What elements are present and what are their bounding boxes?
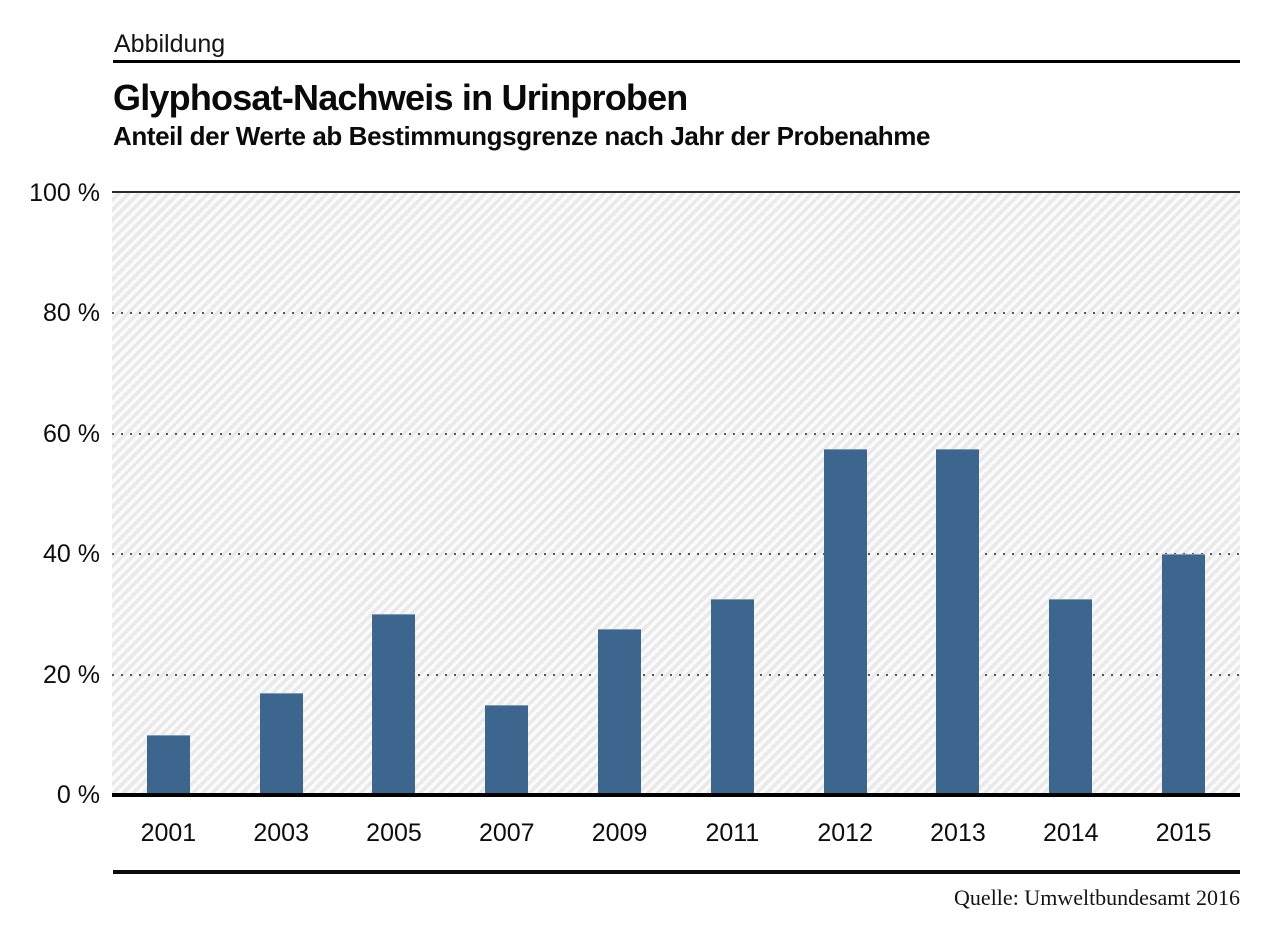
bar-series: 2001 2003 2005 2007 2009 2011 2012 2013 2014 2015 — [112, 193, 1240, 847]
bar-slot-2014: 2014 — [1014, 193, 1127, 847]
x-tick-label-2012: 2012 — [817, 819, 873, 847]
gridline-80-percent — [112, 312, 1240, 315]
y-tick-label-100: 100 % — [29, 179, 100, 207]
bar-2007 — [485, 704, 529, 795]
y-tick-label-40: 40 % — [43, 540, 100, 569]
x-tick-label-2015: 2015 — [1155, 819, 1212, 847]
x-tick-label-2009: 2009 — [591, 819, 648, 847]
footer-rule — [113, 870, 1240, 874]
y-tick-label-80: 80 % — [43, 299, 100, 328]
gridline-100-percent — [112, 191, 1240, 193]
bar-slot-2001: 2001 — [112, 193, 225, 847]
kicker-rule — [113, 60, 1240, 63]
gridline-60-percent — [112, 432, 1240, 435]
y-tick-label-20: 20 % — [43, 660, 100, 689]
bar-2014 — [1049, 599, 1093, 795]
bar-slot-2013: 2013 — [902, 193, 1015, 847]
bar-2001 — [146, 734, 190, 795]
source-credit: Quelle: Umweltbundesamt 2016 — [954, 885, 1240, 910]
x-tick-label-2007: 2007 — [478, 819, 535, 847]
bar-2009 — [598, 629, 642, 795]
x-tick-label-2003: 2003 — [253, 819, 309, 847]
x-tick-label-2014: 2014 — [1042, 819, 1099, 847]
bar-slot-2009: 2009 — [563, 193, 676, 847]
plot-area: 2001 2003 2005 2007 2009 2011 2012 2013 2014 2015 — [112, 193, 1240, 847]
y-tick-label-0: 0 % — [56, 781, 100, 809]
bar-slot-2007: 2007 — [450, 193, 563, 847]
bar-2005 — [372, 614, 416, 795]
x-tick-label-2013: 2013 — [930, 819, 986, 847]
x-tick-label-2011: 2011 — [705, 819, 760, 847]
bar-2015 — [1162, 554, 1206, 795]
figure-kicker: Abbildung — [114, 30, 226, 58]
bar-slot-2011: 2011 — [676, 193, 789, 847]
chart-title: Glyphosat-Nachweis in Urinproben — [113, 77, 688, 118]
bar-slot-2012: 2012 — [789, 193, 902, 847]
bar-2011 — [710, 599, 754, 795]
gridline-20-percent — [112, 673, 1240, 676]
x-tick-label-2001: 2001 — [140, 819, 197, 847]
bar-2003 — [259, 692, 303, 795]
x-tick-label-2005: 2005 — [366, 819, 422, 847]
y-tick-label-60: 60 % — [43, 419, 100, 448]
bar-2013 — [936, 448, 980, 795]
bar-slot-2005: 2005 — [338, 193, 451, 847]
x-axis-line — [112, 793, 1240, 797]
chart-subtitle: Anteil der Werte ab Bestimmungsgrenze na… — [113, 121, 931, 151]
bar-2012 — [823, 448, 867, 795]
gridline-40-percent — [112, 553, 1240, 556]
bar-slot-2003: 2003 — [225, 193, 338, 847]
bar-slot-2015: 2015 — [1127, 193, 1240, 847]
